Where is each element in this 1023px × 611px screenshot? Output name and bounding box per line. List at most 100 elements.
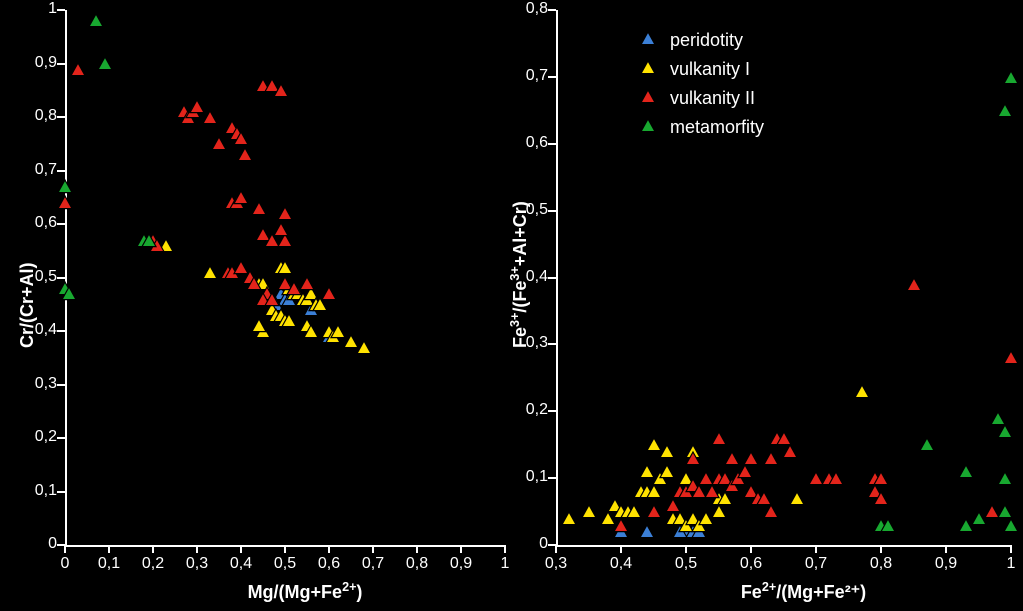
- x-tick-label: 0,3: [177, 555, 217, 573]
- y-tick: [548, 477, 556, 479]
- data-point: [251, 318, 267, 338]
- data-point: [88, 13, 104, 33]
- legend-label: vulkanity I: [670, 59, 750, 80]
- data-point: [997, 424, 1013, 444]
- legend: peridotity vulkanity I vulkanity II metamor…: [640, 30, 764, 146]
- y-tick: [57, 330, 65, 332]
- x-tick-label: 0,5: [666, 555, 706, 573]
- x-tick: [504, 545, 506, 553]
- x-axis-label: Fe2+/(Mg+Fe²⁺): [704, 580, 904, 603]
- y-tick: [548, 210, 556, 212]
- x-axis-label: Mg/(Mg+Fe2+): [205, 580, 405, 603]
- x-tick: [1010, 545, 1012, 553]
- data-point: [1003, 350, 1019, 370]
- x-tick-label: 0,7: [353, 555, 393, 573]
- x-tick-label: 1: [485, 555, 525, 573]
- x-tick-label: 0,2: [133, 555, 173, 573]
- x-tick-label: 0,3: [536, 555, 576, 573]
- y-tick-label: 0,6: [508, 134, 548, 152]
- y-tick: [548, 544, 556, 546]
- data-point: [251, 201, 267, 221]
- y-tick: [57, 437, 65, 439]
- x-tick: [108, 545, 110, 553]
- legend-label: metamorfity: [670, 117, 764, 138]
- y-tick: [57, 170, 65, 172]
- x-tick: [416, 545, 418, 553]
- legend-label: peridotity: [670, 30, 743, 51]
- x-tick-label: 0: [45, 555, 85, 573]
- data-point: [782, 444, 798, 464]
- y-tick-label: 0,7: [508, 67, 548, 85]
- x-tick: [284, 545, 286, 553]
- y-tick-label: 0,3: [17, 375, 57, 393]
- y-tick-label: 0,6: [17, 214, 57, 232]
- y-tick: [548, 76, 556, 78]
- y-axis: [556, 10, 558, 545]
- y-tick: [57, 544, 65, 546]
- legend-item: vulkanity II: [640, 88, 764, 109]
- y-axis-label: Cr/(Cr+Al): [17, 262, 38, 348]
- data-point: [763, 451, 779, 471]
- y-tick-label: 0,8: [508, 0, 548, 18]
- data-point: [646, 504, 662, 524]
- y-tick-label: 0,7: [17, 161, 57, 179]
- y-tick: [57, 223, 65, 225]
- data-point: [273, 83, 289, 103]
- data-point: [97, 56, 113, 76]
- data-point: [828, 471, 844, 491]
- x-tick: [750, 545, 752, 553]
- data-point: [763, 504, 779, 524]
- x-tick: [620, 545, 622, 553]
- data-point: [997, 103, 1013, 123]
- x-tick-label: 0,6: [731, 555, 771, 573]
- data-point: [997, 471, 1013, 491]
- y-tick: [57, 63, 65, 65]
- x-tick-label: 0,6: [309, 555, 349, 573]
- y-tick-label: 0,8: [17, 107, 57, 125]
- legend-label: vulkanity II: [670, 88, 755, 109]
- x-tick: [152, 545, 154, 553]
- data-point: [286, 281, 302, 301]
- data-point: [919, 437, 935, 457]
- x-tick-label: 0,9: [441, 555, 481, 573]
- y-tick-label: 0,9: [17, 54, 57, 72]
- y-tick: [548, 9, 556, 11]
- data-point: [906, 277, 922, 297]
- x-tick: [945, 545, 947, 553]
- legend-item: peridotity: [640, 30, 764, 51]
- x-tick-label: 0,4: [601, 555, 641, 573]
- data-point: [711, 431, 727, 451]
- y-tick: [548, 143, 556, 145]
- x-tick-label: 0,1: [89, 555, 129, 573]
- legend-item: metamorfity: [640, 117, 764, 138]
- data-point: [237, 147, 253, 167]
- x-tick-label: 0,7: [796, 555, 836, 573]
- data-point: [57, 179, 73, 199]
- x-tick: [372, 545, 374, 553]
- data-point: [854, 384, 870, 404]
- legend-marker-icon: [640, 59, 656, 80]
- y-tick-label: 0: [17, 535, 57, 553]
- x-tick: [685, 545, 687, 553]
- y-tick: [57, 277, 65, 279]
- data-point: [958, 464, 974, 484]
- x-tick-label: 0,4: [221, 555, 261, 573]
- data-point: [613, 518, 629, 538]
- y-tick: [548, 277, 556, 279]
- data-point: [356, 340, 372, 360]
- y-tick-label: 0,1: [508, 468, 548, 486]
- y-tick: [548, 410, 556, 412]
- x-tick-label: 0,8: [861, 555, 901, 573]
- data-point: [581, 504, 597, 524]
- y-tick-label: 0,2: [508, 401, 548, 419]
- data-point: [277, 206, 293, 226]
- y-tick: [548, 343, 556, 345]
- legend-marker-icon: [640, 30, 656, 51]
- data-point: [659, 444, 675, 464]
- data-point: [971, 511, 987, 531]
- legend-item: vulkanity I: [640, 59, 764, 80]
- x-tick: [64, 545, 66, 553]
- y-tick: [57, 491, 65, 493]
- data-point: [61, 286, 77, 306]
- legend-marker-icon: [640, 88, 656, 109]
